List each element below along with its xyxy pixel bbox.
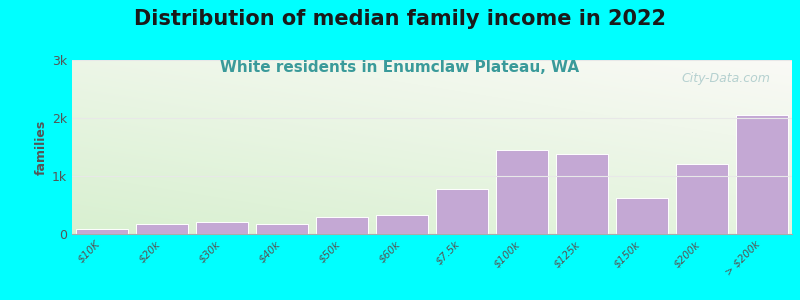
Bar <box>376 215 429 234</box>
Bar <box>435 189 488 234</box>
Bar <box>75 229 128 234</box>
Bar <box>675 164 729 234</box>
Bar <box>135 224 189 234</box>
Bar <box>495 150 549 234</box>
Bar <box>196 222 249 234</box>
Text: White residents in Enumclaw Plateau, WA: White residents in Enumclaw Plateau, WA <box>221 60 579 75</box>
Bar <box>736 115 789 234</box>
Bar <box>616 198 669 234</box>
Text: Distribution of median family income in 2022: Distribution of median family income in … <box>134 9 666 29</box>
Bar <box>256 224 308 234</box>
Bar <box>315 217 369 234</box>
Y-axis label: families: families <box>35 119 48 175</box>
Text: City-Data.com: City-Data.com <box>682 72 770 85</box>
Bar <box>555 154 608 234</box>
